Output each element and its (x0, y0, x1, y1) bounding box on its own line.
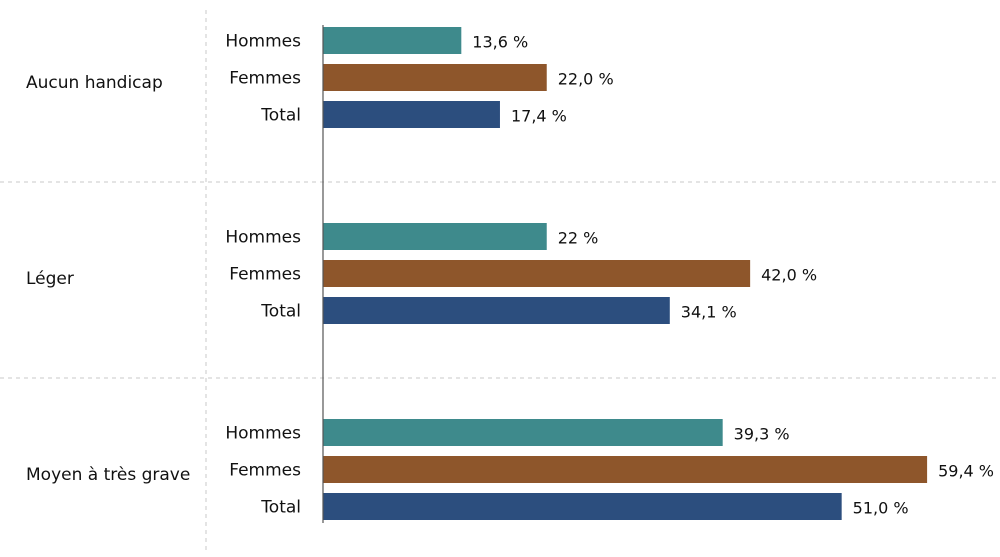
value-label: 39,3 % (734, 425, 790, 444)
bar-category-label: Total (260, 106, 301, 126)
bar-hommes (323, 419, 723, 446)
bar-femmes (323, 64, 547, 91)
group-label: Moyen à très grave (26, 465, 190, 485)
value-label: 22 % (558, 229, 599, 248)
value-label: 13,6 % (472, 33, 528, 52)
bar-category-label: Hommes (225, 424, 301, 444)
group-label: Léger (26, 269, 74, 289)
bar-total (323, 297, 670, 324)
bar-total (323, 493, 842, 520)
bar-hommes (323, 27, 462, 54)
bar-femmes (323, 456, 928, 483)
value-label: 42,0 % (761, 266, 817, 285)
bar-total (323, 101, 500, 128)
bar-femmes (323, 260, 751, 287)
value-label: 51,0 % (853, 499, 909, 518)
bar-hommes (323, 223, 547, 250)
bar-category-label: Femmes (229, 265, 301, 285)
bar-category-label: Hommes (225, 228, 301, 248)
value-label: 34,1 % (681, 303, 737, 322)
value-label: 22,0 % (558, 70, 614, 89)
group-label: Aucun handicap (26, 73, 163, 93)
bar-category-label: Femmes (229, 69, 301, 89)
value-label: 17,4 % (511, 107, 567, 126)
bar-category-label: Femmes (229, 461, 301, 481)
bar-category-label: Hommes (225, 32, 301, 52)
bar-category-label: Total (260, 498, 301, 518)
bar-category-label: Total (260, 302, 301, 322)
value-label: 59,4 % (938, 462, 994, 481)
